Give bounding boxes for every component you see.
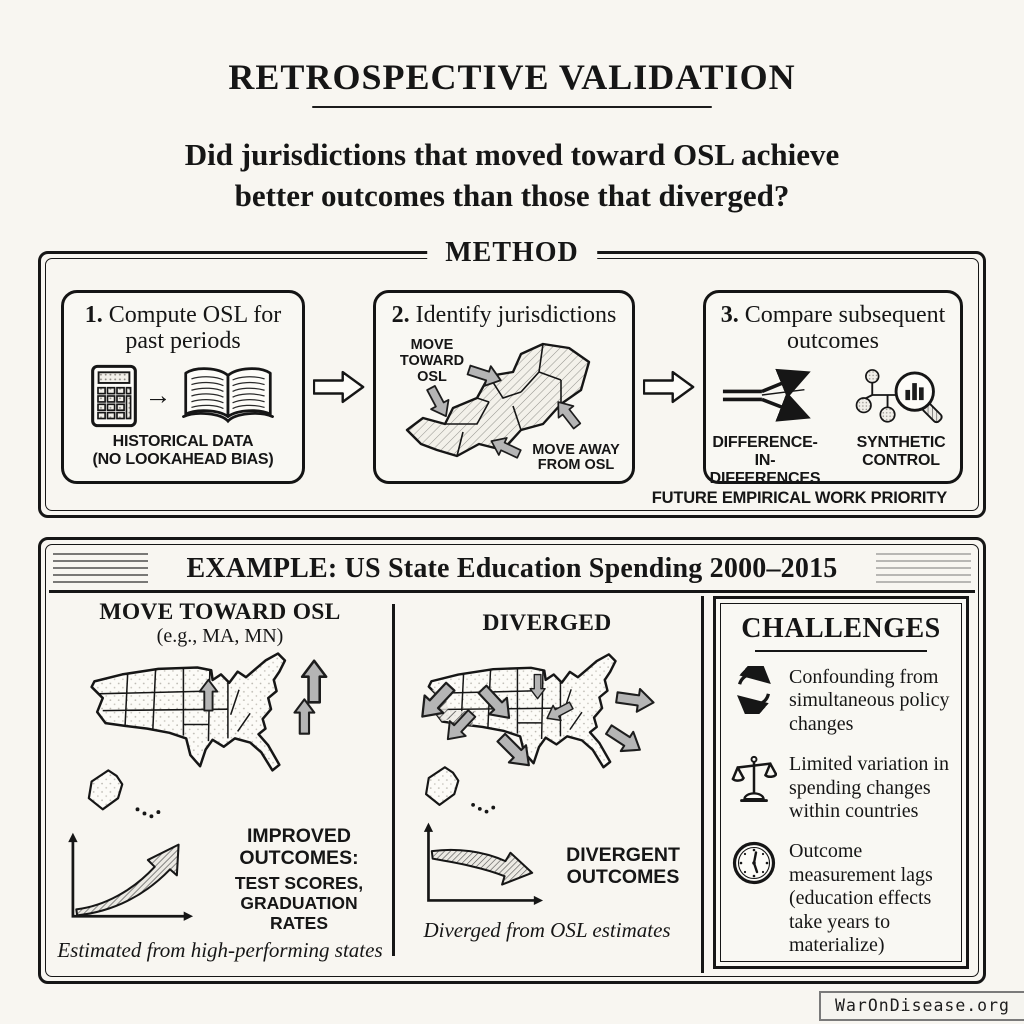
toward-panel-subtitle: (e.g., MA, MN): [156, 625, 284, 647]
move-toward-osl-panel: MOVE TOWARD OSL (e.g., MA, MN): [51, 596, 389, 963]
panel-divider: [701, 596, 704, 973]
example-header: EXAMPLE: US State Education Spending 200…: [49, 548, 975, 593]
challenge-item-confounding: Confounding from simultaneous policy cha…: [730, 666, 952, 736]
flow-arrow-icon: [313, 370, 365, 404]
toward-panel-title: MOVE TOWARD OSL: [99, 599, 341, 625]
page-title: RETROSPECTIVE VALIDATION: [228, 57, 796, 97]
calculator-icon: [90, 364, 137, 427]
challenge-item-limited-variation: Limited variation in spending changes wi…: [730, 753, 952, 823]
challenges-title-rule: [755, 650, 927, 652]
diverged-panel: DIVERGED: [397, 596, 697, 943]
jurisdictions-map: [405, 343, 591, 464]
improved-outcomes-detail: TEST SCORES, GRADUATION RATES: [234, 872, 364, 933]
balance-scale-icon: [730, 753, 778, 823]
us-map-diverged: [411, 649, 657, 821]
rising-trend-icon: [67, 832, 193, 921]
method-section-title: METHOD: [427, 235, 597, 271]
arrow-right-icon: →: [144, 380, 172, 411]
step-3-title: 3. Compare subsequent outcomes: [720, 302, 946, 355]
diverged-caption: Diverged from OSL estimates: [423, 918, 671, 942]
challenges-title: CHALLENGES: [741, 613, 941, 644]
synthetic-control-icon: [855, 368, 943, 423]
cycle-arrows-icon: [730, 666, 778, 736]
method-section: METHOD 1. Compute OSL for past periods: [38, 235, 986, 518]
question-line-1: Did jurisdictions that moved toward OSL …: [184, 137, 840, 172]
flow-arrow-icon: [643, 370, 695, 404]
step-1-title: 1. Compute OSL for past periods: [84, 302, 282, 355]
improved-outcomes-heading: IMPROVED OUTCOMES:: [239, 825, 359, 869]
divergent-outcomes-heading: DIVERGENT OUTCOMES: [566, 844, 680, 888]
challenges-panel: CHALLENGES Confounding from simultaneous…: [713, 596, 969, 969]
move-toward-osl-label: MOVE TOWARD OSL: [399, 337, 465, 386]
brand-badge: WarOnDisease.org: [819, 991, 1024, 1021]
synthetic-control-label: SYNTHETIC CONTROL: [856, 433, 946, 469]
method-steps-row: 1. Compute OSL for past periods: [61, 290, 963, 487]
research-question: Did jurisdictions that moved toward OSL …: [0, 134, 1024, 216]
panel-divider: [392, 604, 395, 956]
move-away-from-osl-label: MOVE AWAY FROM OSL: [532, 441, 620, 474]
header-decor-hatch: [53, 553, 148, 585]
example-title: EXAMPLE: US State Education Spending 200…: [186, 553, 838, 584]
question-line-2: better outcomes than those that diverged…: [234, 178, 790, 214]
falling-trend-icon: [423, 822, 543, 906]
challenge-item-measurement-lags: Outcome measurement lags (education effe…: [730, 840, 952, 957]
toward-caption: Estimated from high-performing states: [57, 938, 383, 963]
diverged-panel-title: DIVERGED: [482, 610, 612, 636]
difference-in-differences-icon: [722, 368, 811, 422]
clock-icon: [730, 840, 778, 957]
header-decor-hatch: [876, 553, 971, 585]
step-2-title: 2. Identify jurisdictions: [391, 302, 617, 328]
step-2-box: 2. Identify jurisdictions MOVE TOW: [373, 290, 635, 484]
open-book-icon: [181, 367, 274, 424]
title-divider: [312, 106, 712, 108]
method-footnote: FUTURE EMPIRICAL WORK PRIORITY: [651, 489, 947, 507]
us-map-toward: [51, 648, 328, 826]
step-1-caption: HISTORICAL DATA (NO LOOKAHEAD BIAS): [92, 432, 274, 469]
difference-in-differences-label: DIFFERENCE-IN-DIFFERENCES: [709, 433, 821, 487]
example-section: EXAMPLE: US State Education Spending 200…: [38, 537, 986, 984]
step-3-box: 3. Compare subsequent outcomes: [703, 290, 963, 487]
step-1-box: 1. Compute OSL for past periods: [61, 290, 305, 484]
